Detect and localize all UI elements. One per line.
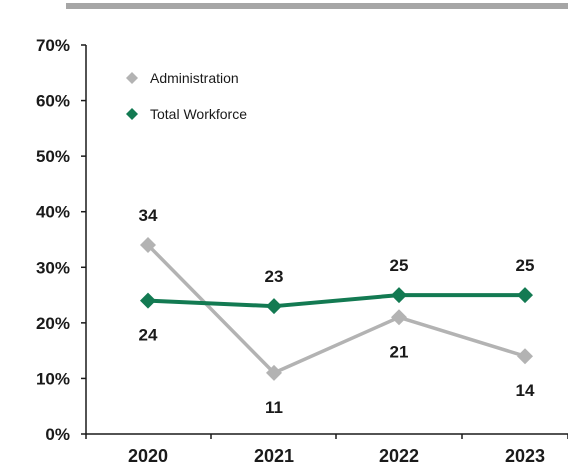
administration-marker: [266, 364, 282, 381]
y-tick-label: 0%: [45, 425, 70, 444]
y-tick-label: 10%: [36, 369, 70, 388]
total-workforce-data-label: 24: [139, 326, 158, 345]
top-rule: [66, 3, 568, 9]
total-workforce-marker: [140, 292, 156, 309]
x-tick-label: 2022: [379, 446, 419, 466]
y-tick-label: 60%: [36, 92, 70, 111]
legend-total-workforce-marker: [126, 108, 138, 120]
administration-marker: [391, 309, 407, 326]
y-tick-label: 50%: [36, 147, 70, 166]
administration-data-label: 14: [516, 381, 535, 400]
total-workforce-data-label: 23: [265, 267, 284, 286]
series-layer: 34 11 21 14 24 23 25 25: [139, 206, 535, 417]
y-ticks: 0% 10% 20% 30% 40% 50% 60% 70%: [36, 36, 86, 444]
y-tick-label: 40%: [36, 203, 70, 222]
total-workforce-data-label: 25: [390, 256, 409, 275]
administration-line: [146, 243, 526, 375]
legend-administration-marker: [126, 72, 138, 84]
administration-data-label: 21: [390, 342, 409, 361]
administration-data-label: 34: [139, 206, 158, 225]
administration-data-label: 11: [265, 398, 283, 417]
x-ticks: 2020 2021 2022 2023: [85, 434, 568, 466]
administration-marker: [140, 237, 156, 254]
x-tick-label: 2023: [505, 446, 545, 466]
legend-administration-label: Administration: [150, 70, 239, 86]
y-tick-label: 30%: [36, 258, 70, 277]
total-workforce-data-label: 25: [516, 256, 535, 275]
legend-total-workforce-label: Total Workforce: [150, 106, 247, 122]
x-tick-label: 2020: [128, 446, 168, 466]
y-tick-label: 70%: [36, 36, 70, 55]
administration-marker: [517, 348, 533, 365]
y-tick-label: 20%: [36, 314, 70, 333]
total-workforce-marker: [517, 287, 533, 304]
legend: Administration Total Workforce: [126, 70, 247, 122]
total-workforce-marker: [266, 298, 282, 315]
total-workforce-line: [147, 293, 525, 309]
x-tick-label: 2021: [254, 446, 294, 466]
total-workforce-marker: [391, 287, 407, 304]
